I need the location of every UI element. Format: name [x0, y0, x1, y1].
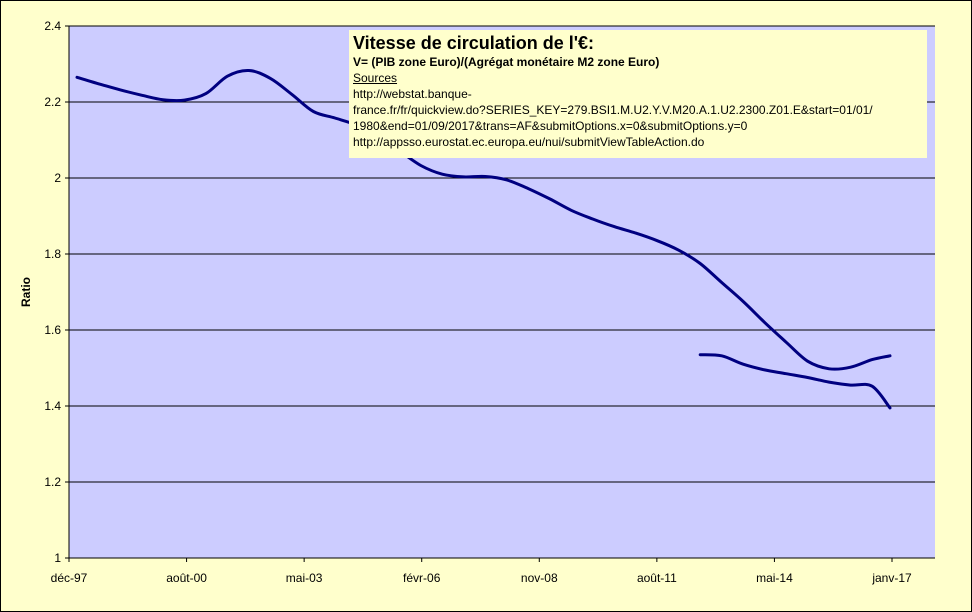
- x-tick-label: nov-08: [521, 571, 558, 585]
- y-tick-label: 1: [54, 551, 61, 565]
- series-line: [698, 353, 892, 410]
- y-tick-label: 2.4: [44, 19, 61, 33]
- y-tick-label: 2.2: [44, 95, 61, 109]
- y-tick-label: 1.4: [44, 399, 61, 413]
- x-tick-label: janv-17: [871, 571, 912, 585]
- x-tick-label: févr-06: [403, 571, 441, 585]
- x-tick-label: déc-97: [51, 571, 88, 585]
- x-tick-label: août-00: [166, 571, 207, 585]
- chart-title-box: Vitesse de circulation de l'€: V= (PIB z…: [349, 30, 927, 158]
- x-tick-label: août-11: [637, 571, 677, 585]
- series-line: [75, 68, 892, 371]
- y-tick-label: 1.2: [44, 475, 61, 489]
- chart-title: Vitesse de circulation de l'€:: [353, 33, 595, 53]
- sources-label: Sources: [353, 71, 398, 85]
- y-tick-label: 1.6: [44, 323, 61, 337]
- y-tick-label: 1.8: [44, 247, 61, 261]
- source-url-line: 1980&end=01/09/2017&trans=AF&submitOptio…: [353, 119, 748, 133]
- x-tick-label: mai-14: [756, 571, 793, 585]
- source-url-line: http://webstat.banque-: [353, 87, 472, 101]
- x-tick-label: mai-03: [286, 571, 323, 585]
- source-url-line: http://appsso.eurostat.ec.europa.eu/nui/…: [353, 135, 705, 149]
- source-url-line: france.fr/fr/quickview.do?SERIES_KEY=279…: [353, 103, 873, 117]
- chart-subtitle: V= (PIB zone Euro)/(Agrégat monétaire M2…: [353, 55, 660, 69]
- y-axis-label: Ratio: [19, 277, 33, 307]
- y-tick-label: 2: [54, 171, 61, 185]
